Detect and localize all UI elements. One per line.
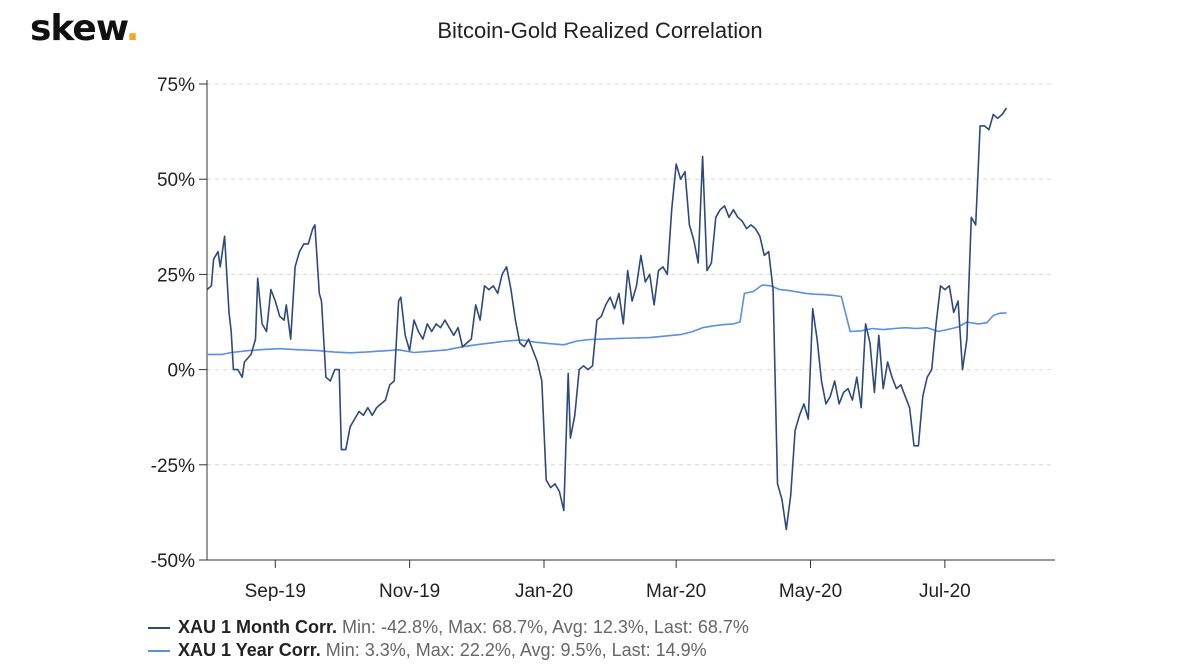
y-tick-label: 50% bbox=[157, 170, 195, 191]
series-line-1-year bbox=[207, 284, 1007, 356]
series-line-1-month bbox=[206, 107, 1008, 531]
chart-title: Bitcoin-Gold Realized Correlation bbox=[437, 18, 763, 43]
x-tick-label: Nov-19 bbox=[379, 581, 440, 602]
legend-swatch-1-month bbox=[148, 627, 170, 630]
legend-item-1-year[interactable]: XAU 1 Year Corr. Min: 3.3%, Max: 22.2%, … bbox=[148, 640, 707, 661]
x-tick-label: Mar-20 bbox=[646, 581, 706, 602]
logo-dot: . bbox=[125, 8, 140, 49]
chart-svg: 75% 50% 25% 0% -25% -50% Sep-19 Nov-19 Jan-20 Mar… bbox=[151, 75, 1055, 602]
legend-series-stats: Min: 3.3%, Max: 22.2%, Avg: 9.5%, Last: … bbox=[325, 640, 707, 660]
y-tick-label: 75% bbox=[157, 75, 195, 96]
legend-series-stats: Min: -42.8%, Max: 68.7%, Avg: 12.3%, Las… bbox=[342, 617, 749, 637]
legend-series-name: XAU 1 Month Corr. bbox=[178, 617, 338, 637]
x-tick-label: Jul-20 bbox=[919, 581, 971, 602]
y-tick-label: 0% bbox=[168, 361, 196, 382]
legend-item-1-month[interactable]: XAU 1 Month Corr. Min: -42.8%, Max: 68.7… bbox=[148, 617, 749, 638]
x-tick-label: Jan-20 bbox=[515, 581, 573, 602]
y-tick-label: -50% bbox=[151, 551, 195, 572]
legend-swatch-1-year bbox=[148, 650, 170, 653]
y-tick-label: 25% bbox=[157, 265, 195, 286]
x-tick-label: Sep-19 bbox=[245, 581, 306, 602]
skew-logo: skew. bbox=[30, 8, 140, 49]
x-tick-label: May-20 bbox=[779, 581, 842, 602]
y-tick-label: -25% bbox=[151, 456, 195, 477]
legend-series-name: XAU 1 Year Corr. bbox=[178, 640, 321, 660]
